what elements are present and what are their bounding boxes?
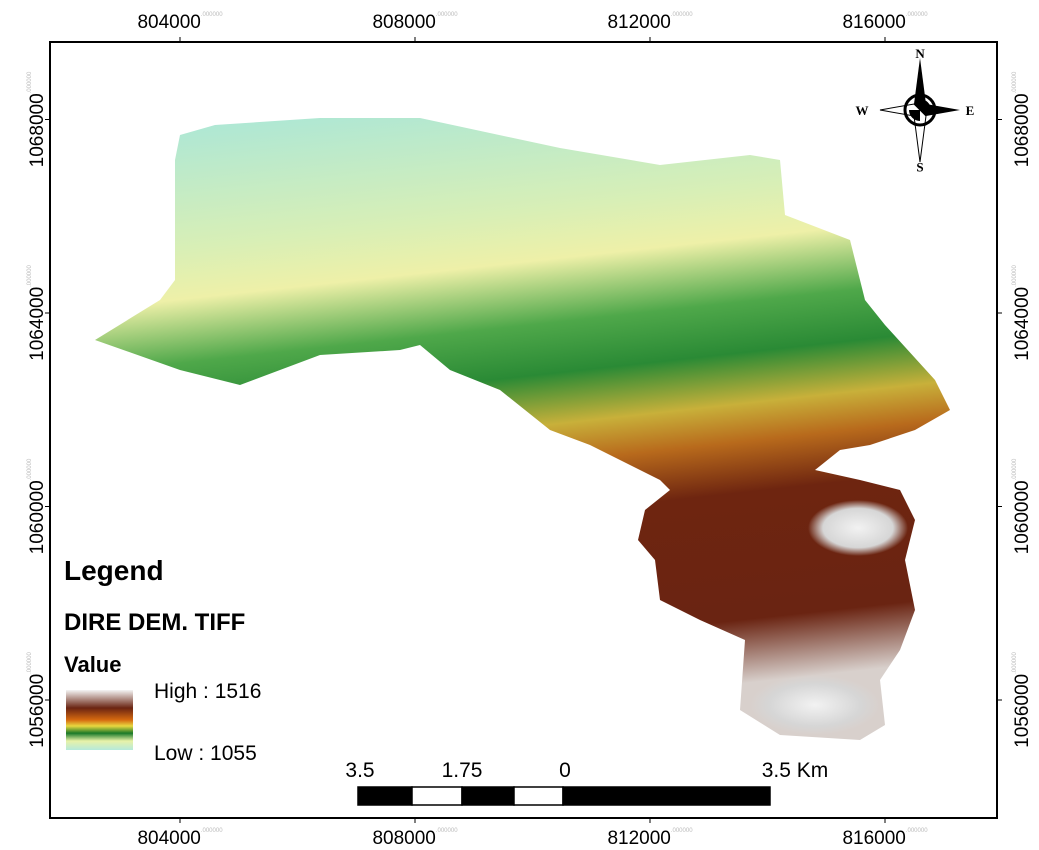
tick-decimals: .000000 [671, 828, 693, 834]
scale-label: 1.75 [442, 759, 483, 782]
tick-value: 816000 [842, 12, 905, 33]
tick-decimals: .000000 [906, 12, 928, 18]
x-tick-label: 812000.000000 [607, 12, 693, 33]
tick-value: 1060000 [1012, 480, 1033, 554]
legend-title: Legend [64, 555, 164, 586]
tick-value: 808000 [372, 828, 435, 849]
legend-layer: DIRE DEM. TIFF [64, 609, 245, 636]
tick-value: 812000 [607, 12, 670, 33]
tick-value: 1056000 [1012, 674, 1033, 748]
tick-decimals: .000000 [436, 828, 458, 834]
tick-decimals: .000000 [671, 12, 693, 18]
scale-label: 0 [559, 759, 571, 782]
highland [750, 675, 880, 735]
x-tick-label: 808000.000000 [372, 12, 458, 33]
x-tick-label: 804000.000000 [137, 828, 223, 849]
compass-label: W [856, 103, 869, 118]
legend-ramp [66, 690, 133, 750]
x-tick-label: 816000.000000 [842, 12, 928, 33]
scale-label: 3.5 [345, 759, 374, 782]
tick-decimals: .000000 [906, 828, 928, 834]
y-tick-label: 1056000.000000 [1012, 652, 1033, 748]
tick-decimals: .000000 [201, 12, 223, 18]
y-tick-label: 1064000.000000 [27, 265, 48, 361]
tick-decimals: .000000 [27, 265, 33, 287]
highland [808, 500, 908, 556]
tick-value: 1060000 [27, 480, 48, 554]
tick-value: 1064000 [1012, 287, 1033, 361]
tick-value: 1056000 [27, 674, 48, 748]
tick-decimals: .000000 [27, 652, 33, 674]
compass-label: E [966, 103, 975, 118]
y-tick-label: 1068000.000000 [27, 71, 48, 167]
dem-area [95, 118, 950, 740]
map-figure: N S E W Legend DIRE DEM. TIFF Value High… [0, 0, 1039, 850]
tick-value: 804000 [137, 828, 200, 849]
scale-label: 3.5 Km [762, 759, 829, 782]
compass-label: S [916, 160, 923, 175]
compass-label: N [915, 46, 925, 61]
tick-value: 812000 [607, 828, 670, 849]
tick-value: 1068000 [27, 93, 48, 167]
tick-value: 808000 [372, 12, 435, 33]
x-tick-label: 808000.000000 [372, 828, 458, 849]
tick-value: 804000 [137, 12, 200, 33]
legend-field: Value [64, 652, 121, 677]
y-tick-label: 1056000.000000 [27, 652, 48, 748]
tick-decimals: .000000 [27, 458, 33, 480]
tick-decimals: .000000 [1012, 652, 1018, 674]
tick-decimals: .000000 [1012, 71, 1018, 93]
tick-decimals: .000000 [201, 828, 223, 834]
y-tick-label: 1060000.000000 [1012, 458, 1033, 554]
scale-bar [358, 787, 770, 805]
y-tick-label: 1060000.000000 [27, 458, 48, 554]
x-tick-label: 816000.000000 [842, 828, 928, 849]
legend-high: High : 1516 [154, 680, 261, 703]
north-arrow: N S E W [856, 46, 975, 175]
y-tick-label: 1064000.000000 [1012, 265, 1033, 361]
tick-decimals: .000000 [27, 71, 33, 93]
tick-decimals: .000000 [1012, 458, 1018, 480]
tick-value: 1064000 [27, 287, 48, 361]
legend-low: Low : 1055 [154, 742, 257, 765]
tick-value: 816000 [842, 828, 905, 849]
tick-decimals: .000000 [436, 12, 458, 18]
y-tick-label: 1068000.000000 [1012, 71, 1033, 167]
tick-value: 1068000 [1012, 93, 1033, 167]
tick-decimals: .000000 [1012, 265, 1018, 287]
x-tick-label: 812000.000000 [607, 828, 693, 849]
x-tick-label: 804000.000000 [137, 12, 223, 33]
